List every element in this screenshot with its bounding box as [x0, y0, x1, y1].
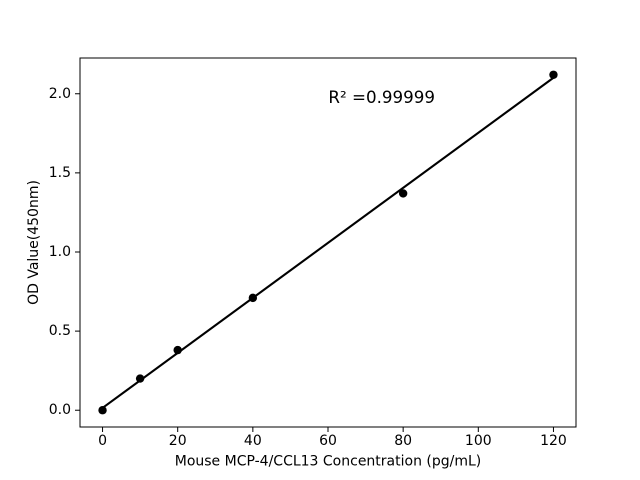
x-tick-label: 60 [319, 433, 337, 449]
data-point [398, 189, 408, 198]
x-tick-label: 0 [98, 433, 107, 449]
y-tick-label: 2.0 [49, 86, 71, 102]
x-tick-label: 20 [169, 433, 187, 449]
y-axis-label: OD Value(450nm) [26, 180, 42, 305]
x-tick-label: 40 [244, 433, 262, 449]
x-tick-label: 120 [540, 433, 567, 449]
data-point [549, 70, 558, 79]
x-tick-label: 100 [465, 433, 492, 449]
y-tick-label: 0.5 [49, 323, 71, 339]
data-point [98, 406, 107, 415]
data-point [135, 374, 145, 383]
y-tick-label: 1.5 [49, 165, 71, 181]
x-tick-label: 80 [394, 433, 412, 449]
r-squared-annotation: R² =0.99999 [328, 87, 435, 107]
data-point [173, 345, 182, 355]
data-point [248, 293, 258, 303]
y-tick-label: 1.0 [49, 244, 71, 260]
y-tick-label: 0.0 [49, 402, 71, 418]
x-axis-label: Mouse MCP-4/CCL13 Concentration (pg/mL) [175, 454, 482, 470]
